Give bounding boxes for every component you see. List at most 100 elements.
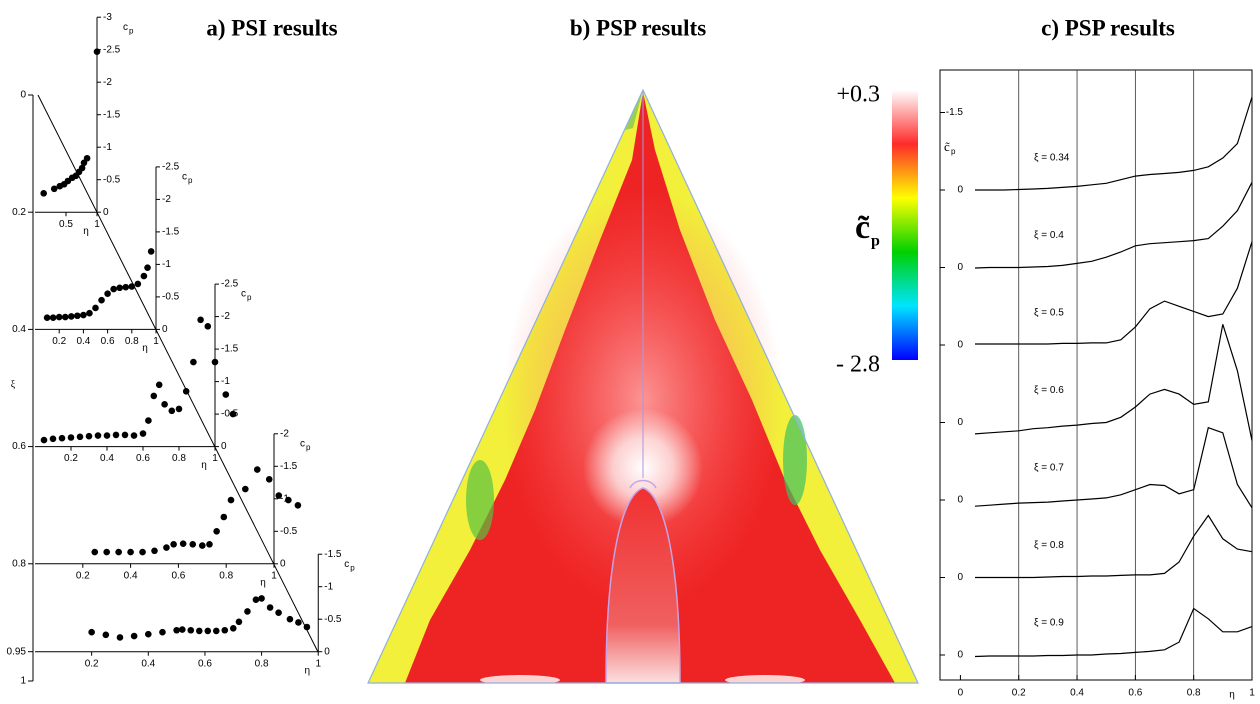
- y-tick-label: -1.5: [103, 109, 121, 120]
- data-point: [86, 433, 93, 440]
- series-label: ξ = 0.8: [1034, 540, 1064, 551]
- data-point: [161, 401, 168, 408]
- y-tick-label: -2: [280, 428, 289, 439]
- y-tick-label: 0: [221, 441, 227, 452]
- x-axis-label: η: [201, 460, 207, 471]
- data-point: [267, 604, 274, 611]
- x-axis-label: η: [142, 343, 148, 354]
- series-label: ξ = 0.34: [1034, 153, 1070, 164]
- data-point: [213, 628, 220, 635]
- map-patch: [783, 415, 807, 505]
- data-point: [131, 432, 138, 439]
- y-tick-label: 0.6: [12, 441, 26, 452]
- data-point: [275, 609, 282, 616]
- y-tick-label: 0: [20, 90, 26, 101]
- y-tick-label: -0.5: [280, 526, 298, 537]
- data-point: [196, 628, 203, 635]
- series-label: ξ = 0.5: [1034, 308, 1064, 319]
- data-point: [88, 629, 95, 636]
- y-axis-label-sub: p: [306, 443, 311, 452]
- map-patch: [466, 460, 494, 540]
- data-point: [189, 541, 196, 548]
- x-tick-label: 0.6: [171, 570, 185, 581]
- data-point: [115, 549, 122, 556]
- x-tick-label: 1: [94, 219, 100, 230]
- y-tick-label: 0.2: [12, 207, 26, 218]
- colorbar-tick-label: +0.3: [836, 82, 880, 108]
- data-point: [176, 406, 183, 413]
- data-point: [230, 625, 237, 632]
- y-tick-label: 0: [957, 417, 963, 428]
- y-tick-label: -0.5: [324, 614, 342, 625]
- y-tick-label: 0: [280, 558, 286, 569]
- data-point: [68, 313, 75, 320]
- series-label: ξ = 0.9: [1034, 618, 1064, 629]
- data-point: [244, 608, 251, 615]
- panel-c-title: c) PSP results: [1041, 15, 1175, 40]
- data-point: [169, 408, 176, 415]
- data-point: [139, 549, 146, 556]
- data-point: [86, 310, 93, 317]
- colorbar-label-sub: p: [871, 233, 880, 250]
- y-tick-label: 0: [103, 207, 109, 218]
- data-point: [295, 502, 302, 509]
- y-tick-label: -2.5: [103, 44, 121, 55]
- data-point: [94, 48, 101, 55]
- y-axis-label: c: [182, 172, 187, 183]
- x-tick-label: 0.4: [124, 570, 138, 581]
- y-tick-label: -2.5: [221, 279, 239, 290]
- data-point: [179, 626, 186, 633]
- y-tick-label: -1.5: [280, 461, 298, 472]
- data-point: [190, 359, 197, 366]
- data-point: [144, 264, 151, 271]
- y-tick-label: 0: [957, 340, 963, 351]
- x-axis-label: η: [260, 577, 266, 588]
- data-point: [295, 619, 302, 626]
- y-axis-label-sub: p: [247, 293, 252, 302]
- data-point: [103, 632, 110, 639]
- data-point: [180, 540, 187, 547]
- y-tick-label: 0: [324, 646, 330, 657]
- data-point: [50, 436, 57, 443]
- y-axis-label: c: [123, 22, 128, 33]
- x-tick-label: 0.8: [172, 453, 186, 464]
- y-tick-label: -1.5: [946, 107, 964, 118]
- data-point: [145, 631, 152, 638]
- data-point: [41, 437, 48, 444]
- data-point: [129, 283, 136, 290]
- data-point: [145, 417, 152, 424]
- colorbar-label: c̃: [855, 209, 870, 246]
- data-point: [104, 432, 111, 439]
- x-tick-label: 0.6: [198, 658, 212, 669]
- data-point: [127, 549, 134, 556]
- data-point: [62, 314, 69, 321]
- x-tick-label: 0: [958, 688, 964, 699]
- x-tick-label: 0.8: [255, 658, 269, 669]
- x-tick-label: 1: [153, 336, 159, 347]
- data-point: [228, 497, 235, 504]
- y-axis-label: ξ: [11, 379, 16, 390]
- y-tick-label: 1: [20, 676, 26, 687]
- data-point: [148, 248, 155, 255]
- data-point: [236, 619, 243, 626]
- data-point: [92, 305, 99, 312]
- data-point: [131, 633, 138, 640]
- y-axis-label: c: [344, 559, 349, 570]
- data-point: [59, 435, 66, 442]
- x-tick-label: 0.4: [141, 658, 155, 669]
- y-axis-label-sub: p: [951, 147, 956, 156]
- data-point: [116, 285, 123, 292]
- data-point: [117, 634, 124, 641]
- y-tick-label: -1: [324, 581, 333, 592]
- y-tick-label: -1.5: [221, 344, 239, 355]
- data-point: [173, 627, 180, 634]
- data-point: [253, 596, 260, 603]
- y-tick-label: 0.4: [12, 324, 26, 335]
- data-point: [304, 624, 311, 631]
- data-point: [80, 312, 87, 319]
- data-point: [56, 314, 63, 321]
- y-tick-label: -1: [221, 376, 230, 387]
- y-tick-label: -0.5: [162, 292, 180, 303]
- series-label: ξ = 0.7: [1034, 463, 1064, 474]
- data-point: [91, 549, 98, 556]
